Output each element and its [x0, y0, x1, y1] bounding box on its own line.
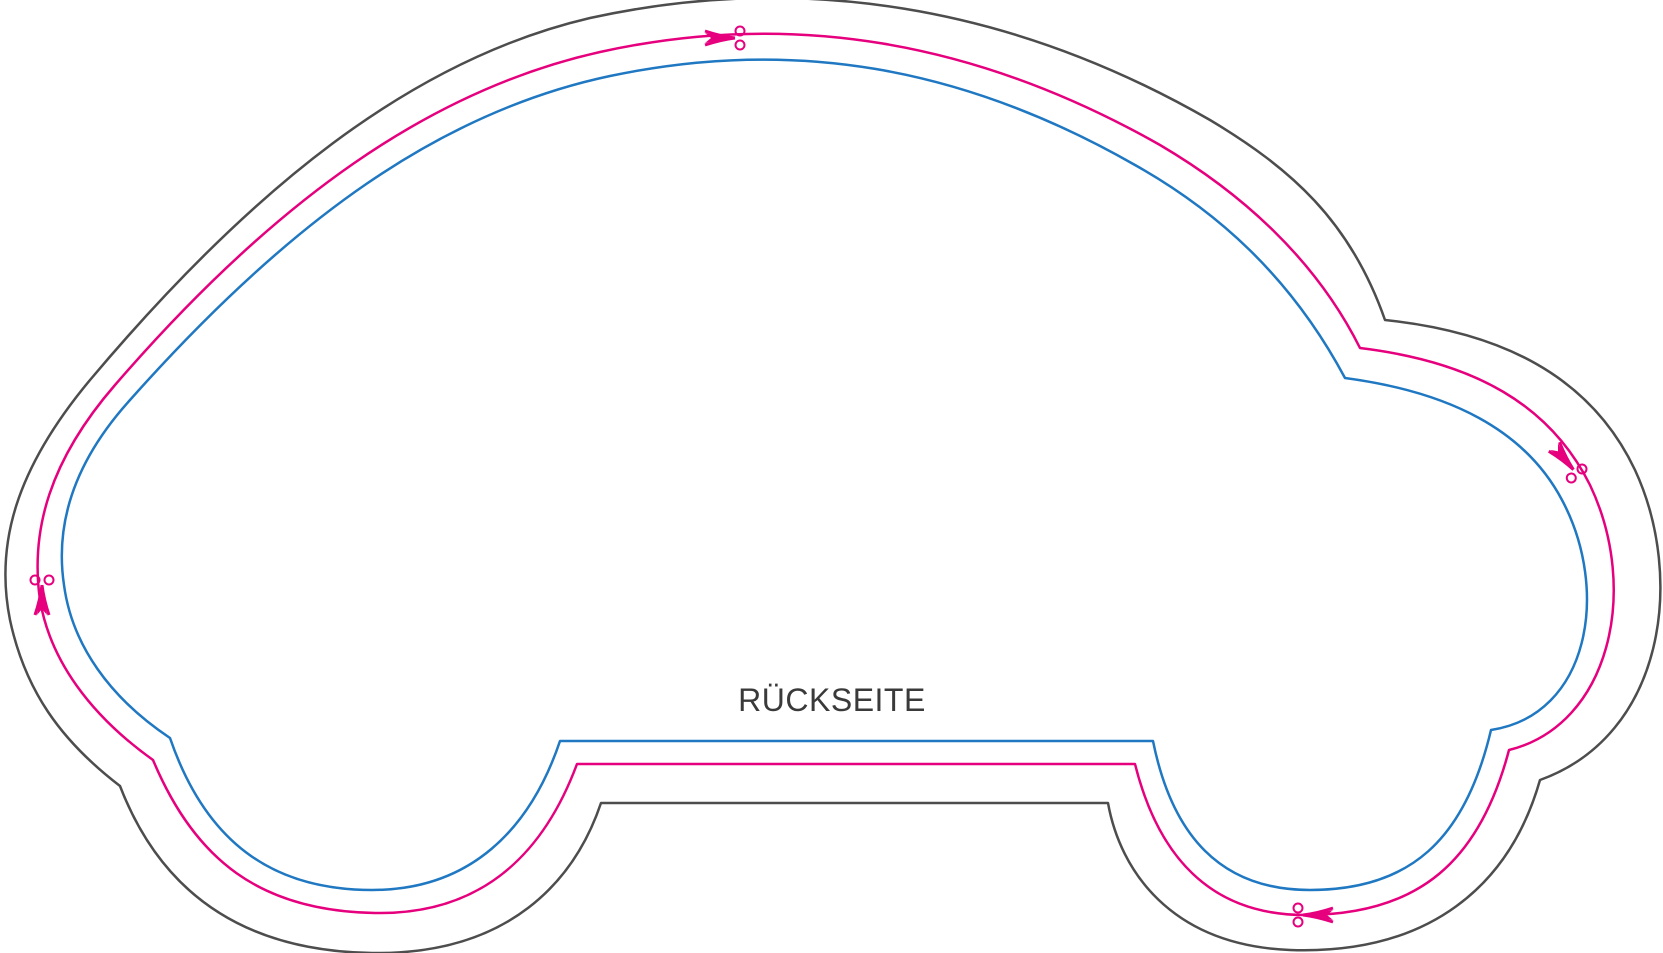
scissors-icon-right [1547, 441, 1588, 484]
side-label: RÜCKSEITE [738, 682, 926, 718]
cut-line [36, 32, 1615, 917]
scissors-icon-left [29, 574, 55, 616]
scissors-markers [29, 25, 1588, 928]
safe-zone-line [60, 58, 1589, 892]
scissors-icon-bottom-right [1292, 902, 1334, 928]
scissors-icon-top [704, 25, 746, 51]
outer-bleed-line [4, 0, 1662, 953]
